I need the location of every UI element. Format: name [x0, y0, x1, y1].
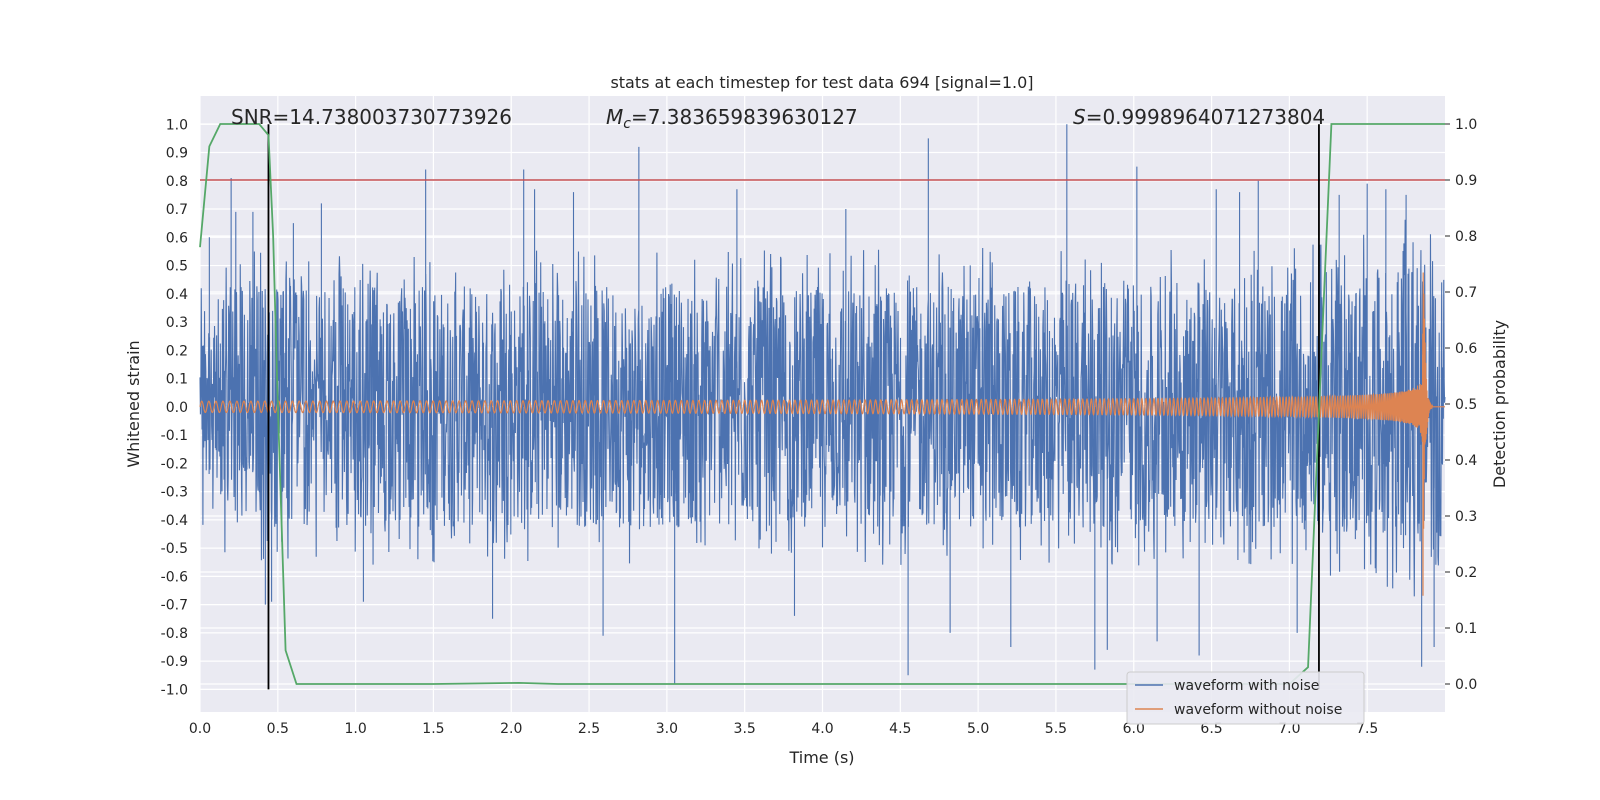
detection-probability-line [199, 123, 1445, 685]
y-tick-label: 0.2 [166, 343, 188, 359]
y-tick-label: 1.0 [166, 117, 188, 133]
y-right-tick-label: 0.9 [1455, 173, 1477, 189]
y-tick-label: 0.6 [166, 230, 188, 246]
y-tick-label: -0.1 [161, 428, 188, 444]
x-tick-label: 7.5 [1356, 721, 1378, 737]
y-axis-label: Whitened strain [124, 340, 143, 467]
y-right-tick-label: 0.6 [1455, 341, 1477, 357]
x-tick-label: 5.0 [967, 721, 989, 737]
y-tick-label: -0.6 [161, 569, 188, 585]
y-ticks-right: 0.0 0.1 0.2 0.3 0.4 0.5 0.6 0.7 0.8 0.9 1.0 [1445, 117, 1477, 693]
x-tick-label: 7.0 [1278, 721, 1300, 737]
snr-annotation: SNR=14.738003730773926 [231, 105, 512, 129]
noisy-waveform-line [199, 124, 1446, 684]
chart-title: stats at each timestep for test data 694… [610, 73, 1033, 92]
y-right-tick-label: 0.0 [1455, 677, 1477, 693]
y-tick-label: -0.3 [161, 485, 188, 501]
y-tick-label: -0.4 [161, 513, 188, 529]
chirp-mass-annotation: Mc=7.383659839630127 [606, 105, 858, 132]
x-tick-label: 4.0 [811, 721, 833, 737]
y-tick-label: 0.8 [166, 174, 188, 190]
chirp-mass-value: =7.383659839630127 [631, 105, 858, 129]
score-value: =0.9998964071273804 [1086, 105, 1325, 129]
legend-label-clean: waveform without noise [1174, 702, 1342, 718]
x-tick-label: 1.0 [344, 721, 366, 737]
x-tick-label: 3.5 [734, 721, 756, 737]
x-tick-label: 2.0 [500, 721, 522, 737]
y-right-tick-label: 0.4 [1455, 453, 1477, 469]
y-tick-label: 0.0 [166, 400, 188, 416]
y-tick-label: 0.7 [166, 202, 188, 218]
x-tick-label: 1.5 [422, 721, 444, 737]
y-tick-label: -0.8 [161, 626, 188, 642]
score-annotation: S=0.9998964071273804 [1073, 105, 1325, 129]
y-tick-label: -0.5 [161, 541, 188, 557]
y-right-tick-label: 0.3 [1455, 509, 1477, 525]
y-tick-label: 0.1 [166, 372, 188, 388]
x-tick-label: 3.0 [656, 721, 678, 737]
y-right-tick-label: 0.7 [1455, 285, 1477, 301]
score-symbol: S [1073, 105, 1086, 129]
y-tick-label: 0.9 [166, 146, 188, 162]
x-tick-label: 5.5 [1045, 721, 1067, 737]
y-ticks: -1.0 -0.9 -0.8 -0.7 -0.6 -0.5 -0.4 -0.3 -0.2 -0.1… [161, 117, 188, 698]
y-tick-label: -0.7 [161, 598, 188, 614]
y-tick-label: -0.2 [161, 456, 188, 472]
x-tick-label: 0.0 [189, 721, 211, 737]
y-tick-label: 0.4 [166, 287, 188, 303]
y-tick-label: -1.0 [161, 682, 188, 698]
y-axis-label-right: Detection probability [1490, 320, 1509, 488]
y-right-tick-label: 0.8 [1455, 229, 1477, 245]
x-tick-label: 4.5 [889, 721, 911, 737]
legend-box [1126, 671, 1365, 725]
x-tick-label: 0.5 [267, 721, 289, 737]
y-right-tick-label: 1.0 [1455, 117, 1477, 133]
clean-waveform-line [199, 272, 1445, 596]
chirp-mass-subscript: c [623, 116, 631, 132]
legend: waveform with noise waveform without noi… [1126, 671, 1365, 725]
x-tick-label: 2.5 [578, 721, 600, 737]
x-ticks: 0.0 0.5 1.0 1.5 2.0 2.5 3.0 3.5 4.0 4.5 5.0 5.5 6.0 6… [189, 721, 1378, 737]
y-tick-label: 0.5 [166, 259, 188, 275]
y-right-tick-label: 0.2 [1455, 565, 1477, 581]
y-right-tick-label: 0.1 [1455, 621, 1477, 637]
chirp-mass-symbol: M [606, 105, 623, 129]
x-axis-label: Time (s) [788, 748, 854, 767]
x-tick-label: 6.0 [1123, 721, 1145, 737]
y-right-tick-label: 0.5 [1455, 397, 1477, 413]
y-tick-label: -0.9 [161, 654, 188, 670]
legend-label-noise: waveform with noise [1174, 678, 1319, 694]
plot-layer [199, 123, 1446, 690]
x-tick-label: 6.5 [1200, 721, 1222, 737]
y-tick-label: 0.3 [166, 315, 188, 331]
